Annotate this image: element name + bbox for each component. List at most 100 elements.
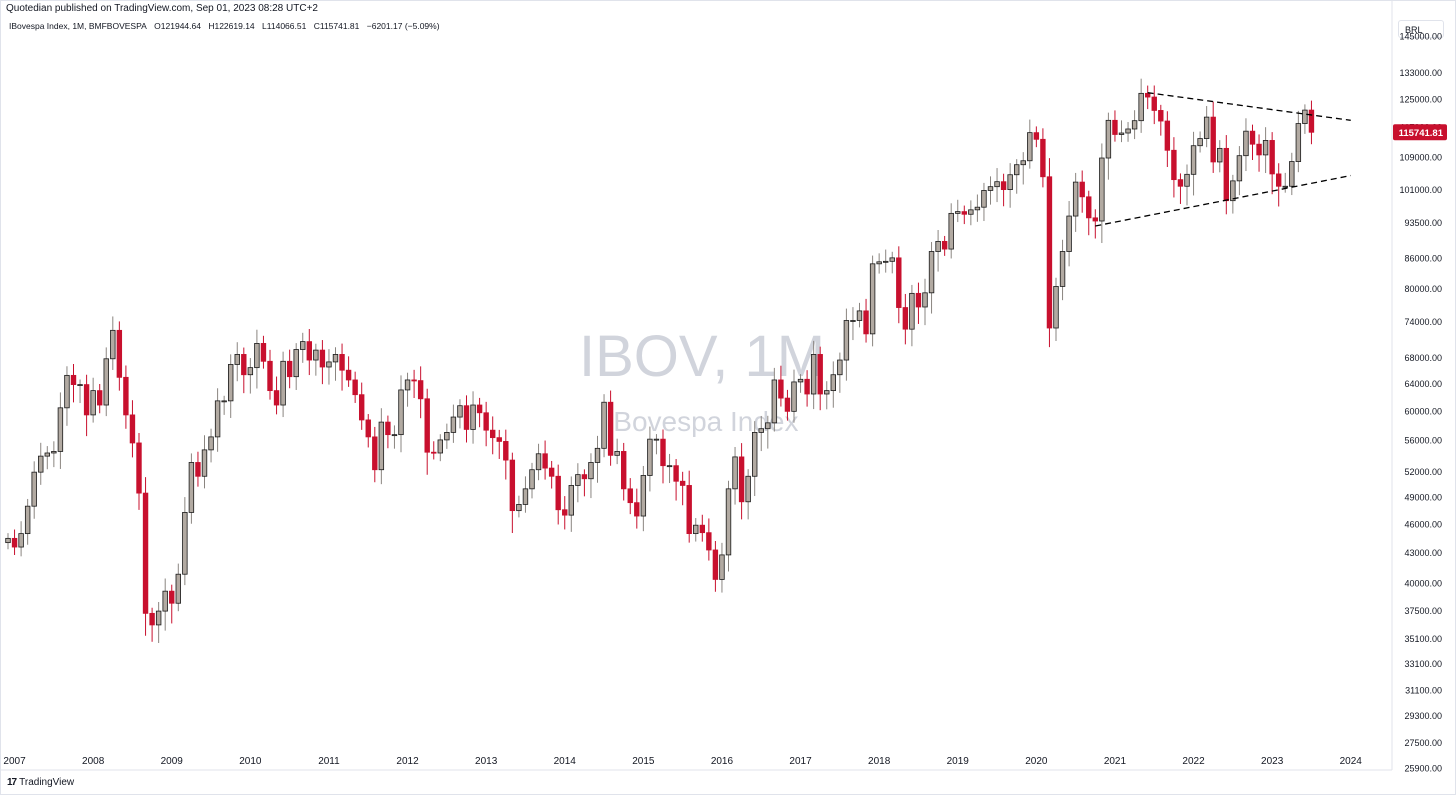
- candle[interactable]: [476, 397, 483, 428]
- candle[interactable]: [941, 235, 948, 256]
- candle[interactable]: [372, 426, 378, 483]
- symbol-title[interactable]: IBovespa Index, 1M, BMFBOVESPA: [9, 21, 147, 31]
- candle[interactable]: [1138, 78, 1144, 133]
- candle[interactable]: [221, 395, 227, 415]
- candle[interactable]: [614, 438, 620, 465]
- candle[interactable]: [483, 401, 489, 447]
- candle[interactable]: [51, 441, 57, 468]
- candle[interactable]: [745, 469, 751, 520]
- candle[interactable]: [1190, 131, 1197, 196]
- candle[interactable]: [1171, 137, 1177, 198]
- candle[interactable]: [981, 182, 987, 222]
- candle[interactable]: [57, 392, 64, 469]
- candle[interactable]: [575, 463, 581, 503]
- candle[interactable]: [548, 460, 555, 489]
- candle[interactable]: [1046, 158, 1053, 348]
- candle[interactable]: [771, 367, 778, 432]
- candle[interactable]: [935, 230, 941, 272]
- candle[interactable]: [247, 358, 254, 394]
- candle[interactable]: [142, 477, 149, 636]
- candle[interactable]: [765, 415, 771, 449]
- candle[interactable]: [241, 347, 247, 394]
- candle[interactable]: [306, 328, 312, 376]
- candle[interactable]: [195, 451, 201, 487]
- candle[interactable]: [345, 356, 352, 387]
- candle[interactable]: [928, 241, 935, 314]
- candle[interactable]: [987, 176, 994, 205]
- candle[interactable]: [968, 200, 974, 226]
- candle[interactable]: [922, 278, 928, 326]
- candle[interactable]: [679, 471, 686, 506]
- candle[interactable]: [1223, 135, 1229, 215]
- candle[interactable]: [463, 395, 470, 443]
- candle[interactable]: [411, 369, 417, 398]
- candle[interactable]: [738, 443, 745, 520]
- candle[interactable]: [1059, 239, 1066, 301]
- candle[interactable]: [398, 375, 404, 453]
- candle[interactable]: [201, 435, 208, 489]
- candle[interactable]: [129, 400, 136, 458]
- candle[interactable]: [974, 194, 981, 222]
- candle[interactable]: [1289, 152, 1295, 196]
- candle[interactable]: [1131, 110, 1138, 140]
- candle[interactable]: [1118, 120, 1125, 143]
- candle[interactable]: [634, 488, 640, 529]
- candle[interactable]: [1000, 173, 1007, 207]
- candle[interactable]: [83, 374, 90, 437]
- candle[interactable]: [850, 307, 856, 341]
- candle[interactable]: [1243, 118, 1249, 172]
- candle[interactable]: [431, 441, 437, 460]
- candle[interactable]: [385, 415, 391, 449]
- candle[interactable]: [188, 453, 195, 524]
- candle[interactable]: [647, 426, 653, 492]
- candle[interactable]: [673, 459, 679, 501]
- candle[interactable]: [909, 284, 915, 347]
- candle[interactable]: [653, 434, 660, 455]
- candle[interactable]: [810, 340, 817, 410]
- candle[interactable]: [1033, 126, 1040, 148]
- candle[interactable]: [830, 361, 836, 408]
- candle[interactable]: [149, 607, 155, 642]
- candle[interactable]: [64, 366, 70, 426]
- candle[interactable]: [666, 453, 673, 484]
- candle[interactable]: [693, 518, 699, 542]
- candle[interactable]: [994, 168, 1000, 203]
- candle[interactable]: [352, 371, 358, 403]
- candle[interactable]: [162, 578, 168, 631]
- candle[interactable]: [1145, 85, 1151, 110]
- candle[interactable]: [1262, 127, 1269, 174]
- candle[interactable]: [227, 354, 234, 418]
- candle[interactable]: [169, 584, 175, 624]
- candle[interactable]: [444, 423, 450, 449]
- candle[interactable]: [1020, 152, 1026, 185]
- candle[interactable]: [1236, 146, 1243, 196]
- candle[interactable]: [535, 443, 542, 481]
- candle[interactable]: [77, 379, 83, 404]
- candle[interactable]: [955, 199, 961, 223]
- candle[interactable]: [1092, 209, 1098, 239]
- currency-badge[interactable]: BRL: [1398, 20, 1444, 38]
- candle[interactable]: [1086, 190, 1092, 236]
- candle[interactable]: [562, 496, 568, 530]
- candle[interactable]: [489, 416, 496, 455]
- candle[interactable]: [1249, 124, 1256, 161]
- candle[interactable]: [1302, 104, 1308, 134]
- candle[interactable]: [601, 394, 607, 458]
- candle[interactable]: [1125, 122, 1131, 142]
- candle[interactable]: [719, 542, 725, 593]
- candle[interactable]: [1308, 100, 1315, 145]
- candle[interactable]: [961, 205, 967, 225]
- candle[interactable]: [1269, 132, 1275, 195]
- candle[interactable]: [70, 364, 77, 403]
- candle[interactable]: [542, 440, 548, 480]
- candle[interactable]: [424, 388, 430, 475]
- candle[interactable]: [889, 251, 895, 274]
- candle[interactable]: [378, 408, 385, 485]
- candle[interactable]: [837, 352, 843, 393]
- candle[interactable]: [1040, 128, 1046, 188]
- candle[interactable]: [1099, 143, 1105, 244]
- candle[interactable]: [529, 462, 535, 499]
- candle[interactable]: [319, 340, 326, 385]
- candle[interactable]: [1053, 277, 1059, 342]
